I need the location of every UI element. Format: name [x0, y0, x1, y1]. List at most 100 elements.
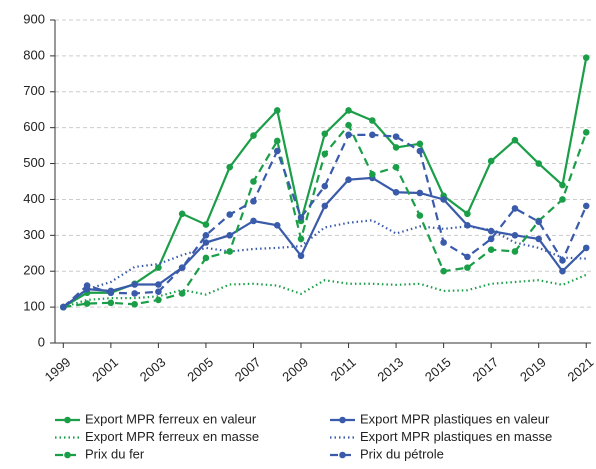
point [416, 212, 424, 219]
point [202, 254, 210, 262]
point [202, 232, 210, 239]
point [416, 140, 424, 148]
x-tick-label: 2003 [137, 354, 169, 384]
point [321, 182, 329, 190]
point [250, 197, 257, 205]
point [131, 300, 138, 308]
x-tick-label: 1999 [42, 354, 74, 384]
y-tick-label: 400 [23, 191, 45, 206]
point [535, 218, 543, 225]
point [440, 196, 447, 203]
x-tick-label: 2007 [232, 354, 264, 384]
point [321, 130, 329, 138]
y-tick-label: 300 [23, 227, 45, 242]
point [155, 281, 162, 288]
x-tick-label: 2017 [470, 354, 502, 384]
x-tick-label: 2009 [279, 354, 311, 384]
point [345, 107, 352, 114]
point [345, 176, 352, 184]
point [582, 202, 590, 210]
legend-marker [64, 451, 71, 459]
point [559, 257, 566, 264]
y-tick-label: 200 [23, 263, 45, 278]
y-tick-label: 500 [23, 155, 45, 170]
point [559, 267, 566, 275]
point [487, 235, 495, 243]
point [250, 217, 257, 225]
legend-marker [339, 416, 346, 424]
point [155, 264, 162, 271]
point [464, 210, 471, 218]
point [345, 121, 352, 129]
series-line [62, 219, 587, 308]
point [83, 282, 91, 289]
point [440, 267, 447, 275]
point [131, 281, 138, 288]
legend-marker [64, 416, 71, 424]
point [416, 147, 424, 155]
point [273, 147, 281, 155]
x-tick-label: 2019 [517, 354, 549, 384]
legend-label: Export MPR ferreux en masse [85, 429, 259, 444]
y-tick-label: 100 [23, 299, 45, 314]
point [321, 150, 329, 158]
point [226, 163, 234, 171]
series-line [63, 273, 587, 309]
point [511, 248, 519, 255]
legend-label: Prix du fer [85, 446, 145, 461]
point [155, 288, 162, 295]
point [559, 196, 566, 203]
point [273, 107, 281, 114]
point [582, 244, 590, 252]
point [202, 239, 210, 246]
point [535, 235, 543, 243]
y-tick-label: 800 [23, 47, 45, 62]
point [83, 300, 91, 307]
point [202, 221, 210, 228]
point [511, 205, 519, 212]
y-tick-label: 900 [23, 11, 45, 26]
point [273, 221, 281, 229]
legend-label: Export MPR plastiques en valeur [360, 411, 550, 426]
point [487, 157, 495, 165]
x-tick-label: 2021 [565, 354, 596, 384]
point [178, 210, 186, 218]
point [511, 136, 519, 144]
y-tick-label: 600 [23, 119, 45, 134]
point [250, 132, 257, 139]
point [487, 246, 495, 253]
series-line [62, 176, 588, 308]
x-tick-label: 2001 [89, 354, 121, 384]
x-tick-label: 2013 [374, 354, 406, 384]
point [392, 163, 400, 171]
y-tick-label: 0 [38, 334, 45, 349]
point [226, 248, 234, 255]
point [226, 211, 234, 218]
x-tick-label: 2005 [184, 354, 216, 384]
series-line [62, 57, 588, 309]
point [464, 253, 471, 261]
point [155, 296, 162, 304]
point [321, 202, 329, 210]
point [440, 239, 447, 246]
point [369, 117, 376, 124]
point [369, 171, 376, 178]
point [392, 188, 400, 196]
point [107, 299, 115, 307]
point [178, 264, 186, 271]
x-tick-label: 2015 [422, 354, 454, 384]
point [559, 181, 566, 189]
point [416, 189, 424, 197]
point [369, 131, 376, 139]
point [250, 178, 257, 185]
point [297, 214, 305, 221]
point [511, 232, 519, 239]
series-line [62, 133, 588, 308]
x-tick-label: 2011 [328, 354, 359, 383]
point [107, 289, 115, 297]
point [226, 232, 234, 239]
y-tick-label: 700 [23, 83, 45, 98]
legend-marker [339, 451, 346, 459]
legend-label: Export MPR plastiques en masse [360, 429, 552, 444]
